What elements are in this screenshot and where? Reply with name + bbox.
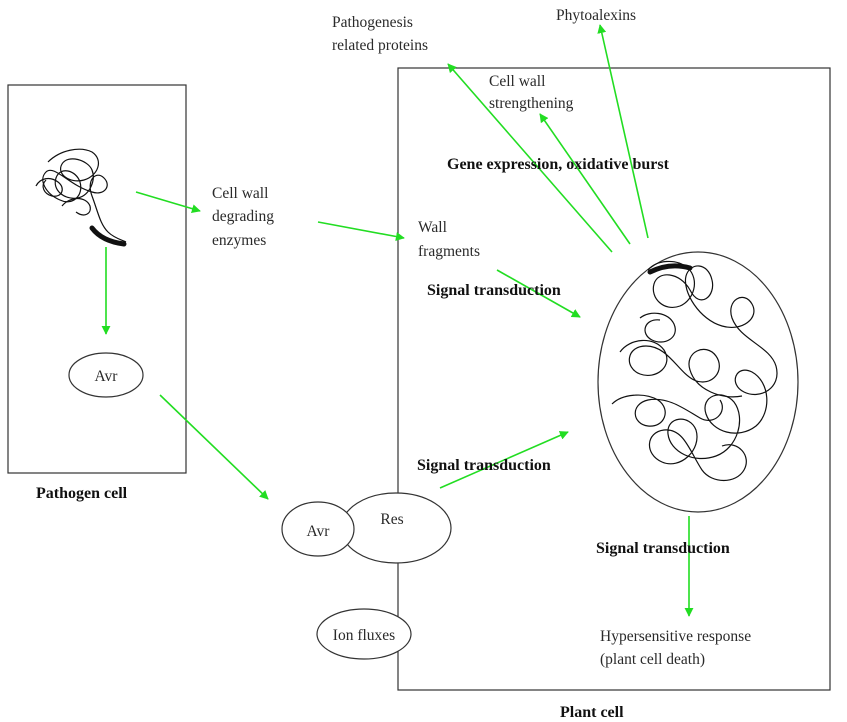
arrow-fragments-to-nucleus [496,269,581,318]
arrows [101,24,694,617]
arrow-dna-to-enzymes [135,191,201,214]
plant-nucleus [597,251,799,513]
ion-fluxes-oval [316,608,412,660]
arrow-avr-to-res [159,394,269,500]
plant-cell-label: Plant cell [560,704,624,721]
cell-wall-enzymes-label: Cell wall degrading enzymes [212,185,278,249]
plant-dna-icon [611,260,778,482]
plant-avr-oval [281,501,355,557]
arrow-nucleus-to-cell-wall [539,113,631,245]
signal-transduction-label-1: Signal transduction [427,282,561,299]
plant-avr-label: Avr [307,523,331,540]
hypersensitive-label: Hypersensitive response (plant cell deat… [600,628,755,668]
arrow-nucleus-to-pr-proteins [447,63,613,253]
pathogenesis-proteins-label: Pathogenesis related proteins [332,14,428,54]
ion-fluxes-label: Ion fluxes [333,627,395,644]
cell-wall-strengthening-label: Cell wall strengthening [489,73,574,112]
pathogen-cell-label: Pathogen cell [36,485,128,502]
phytoalexins-label: Phytoalexins [556,7,636,24]
res-oval [340,492,452,564]
pathogen-dna-icon [35,148,127,247]
pathogen-avr-label: Avr [95,368,119,385]
signal-transduction-label-2: Signal transduction [417,457,551,474]
signal-transduction-label-3: Signal transduction [596,540,730,557]
arrow-enzymes-to-fragments [317,221,405,241]
wall-fragments-label: Wall fragments [418,219,480,260]
res-label: Res [380,511,403,528]
plant-cell-box [397,67,831,691]
pathogen-cell-box [7,84,187,474]
arrow-res-to-nucleus [439,431,569,489]
pathogen-avr-oval [68,352,144,398]
arrow-nucleus-to-phytoalexins [597,24,649,239]
gene-expression-label: Gene expression, oxidative burst [447,156,670,173]
